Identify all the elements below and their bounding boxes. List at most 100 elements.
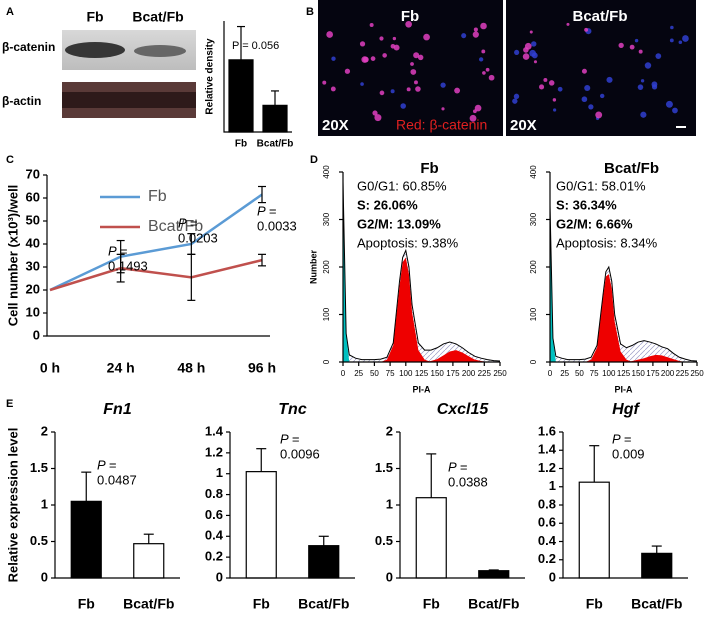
- scale-bar: [676, 126, 686, 128]
- y-tick-label: 40: [26, 235, 40, 250]
- y-tick-label: 2: [386, 423, 393, 438]
- phase-stat: G0/G1: 58.01%: [556, 178, 646, 193]
- cell: [473, 27, 478, 32]
- blot-signal: [62, 92, 196, 108]
- cell: [634, 38, 639, 43]
- chart-title: Fn1: [103, 401, 132, 418]
- x-tick-label: 96 h: [248, 360, 276, 376]
- cell: [557, 86, 563, 92]
- cell: [472, 109, 477, 114]
- legend-label: Fb: [148, 188, 167, 205]
- y-tick-label: 0.4: [205, 528, 224, 543]
- cell: [552, 98, 557, 102]
- image-title: Fb: [401, 8, 419, 25]
- cell: [669, 38, 674, 43]
- cell: [359, 41, 366, 47]
- bar: [415, 497, 447, 579]
- panel-label: B: [306, 6, 314, 18]
- x-tick-label: 25: [354, 369, 363, 378]
- x-tick-label: 250: [690, 369, 704, 378]
- chart-title: Fb: [420, 160, 438, 177]
- y-tick-label: 20: [26, 281, 40, 296]
- cell: [514, 49, 520, 55]
- bar: [262, 104, 288, 133]
- stain-label: Red: β-catenin: [396, 117, 487, 133]
- axis: [223, 21, 292, 133]
- phase-stat: Apoptosis: 9.38%: [357, 235, 459, 250]
- area: [343, 350, 500, 362]
- y-tick-label: 1.5: [375, 460, 393, 475]
- cell: [618, 42, 624, 49]
- cell: [417, 54, 424, 61]
- phase-stat: S: 36.34%: [556, 197, 617, 212]
- x-tick-label: 225: [676, 369, 690, 378]
- p-value: 0.009: [612, 446, 645, 461]
- bar: [578, 481, 610, 579]
- cell: [469, 114, 477, 122]
- lane-label: Bcat/Fb: [132, 9, 183, 25]
- x-tick-label: 75: [386, 369, 395, 378]
- p-value: 0.1493: [108, 258, 148, 273]
- x-tick-label: 150: [431, 369, 445, 378]
- cell: [566, 22, 570, 26]
- y-tick-label: 0: [41, 569, 48, 584]
- cell: [644, 62, 652, 69]
- cell: [539, 84, 545, 90]
- y-tick-label: 0.4: [538, 533, 557, 548]
- cell: [461, 33, 467, 39]
- cell: [326, 31, 334, 38]
- y-tick-label: 30: [26, 258, 40, 273]
- y-tick-label: 0: [386, 569, 393, 584]
- y-tick-label: 0.8: [205, 486, 223, 501]
- x-tick-label: Fb: [235, 139, 247, 150]
- chart-title: Cxcl15: [437, 401, 490, 418]
- cell: [406, 87, 411, 92]
- cell: [360, 82, 364, 86]
- bar: [228, 59, 254, 133]
- p-value: P =: [448, 459, 468, 474]
- legend-label: Bcat/Fb: [148, 218, 203, 235]
- phase-stat: Apoptosis: 8.34%: [556, 235, 658, 250]
- y-tick-label: 0.5: [30, 533, 48, 548]
- bar: [245, 471, 277, 579]
- x-axis-label: PI-A: [615, 384, 634, 394]
- chart-title: Bcat/Fb: [604, 160, 659, 177]
- y-tick-label: 50: [26, 212, 40, 227]
- x-tick-label: 175: [646, 369, 660, 378]
- y-tick-label: 1.6: [538, 423, 556, 438]
- cell: [331, 56, 336, 61]
- p-value: P =: [280, 431, 300, 446]
- y-tick-label: 200: [529, 260, 538, 274]
- y-tick-label: 0: [549, 569, 556, 584]
- phase-stat: G2/M: 13.09%: [357, 216, 441, 231]
- blot-signal: [65, 42, 125, 58]
- y-tick-label: 0.2: [205, 549, 223, 564]
- phase-stat: S: 26.06%: [357, 197, 418, 212]
- cell: [640, 111, 647, 118]
- y-tick-label: 100: [322, 307, 331, 321]
- image-title: Bcat/Fb: [572, 8, 627, 25]
- y-tick-label: 0: [322, 359, 331, 364]
- p-value: 0.0203: [178, 230, 218, 245]
- cell: [482, 71, 486, 75]
- cell: [392, 36, 397, 41]
- panel-label: D: [310, 154, 318, 166]
- p-value: P =: [108, 243, 128, 258]
- y-tick-label: 1: [549, 478, 556, 493]
- x-tick-label: Bcat/Fb: [123, 596, 174, 612]
- x-tick-label: Bcat/Fb: [468, 596, 519, 612]
- cell: [322, 80, 327, 85]
- cell: [414, 80, 418, 85]
- x-tick-label: 0: [548, 369, 553, 378]
- cell: [410, 62, 414, 66]
- cell: [454, 87, 461, 94]
- p-value: 0.0487: [97, 472, 137, 487]
- p-value: P =: [612, 431, 632, 446]
- y-tick-label: 10: [26, 304, 40, 319]
- line: [549, 205, 698, 362]
- cell: [599, 93, 605, 99]
- cell: [672, 107, 678, 114]
- cell: [478, 57, 484, 62]
- x-tick-label: 50: [370, 369, 379, 378]
- cell: [423, 33, 430, 41]
